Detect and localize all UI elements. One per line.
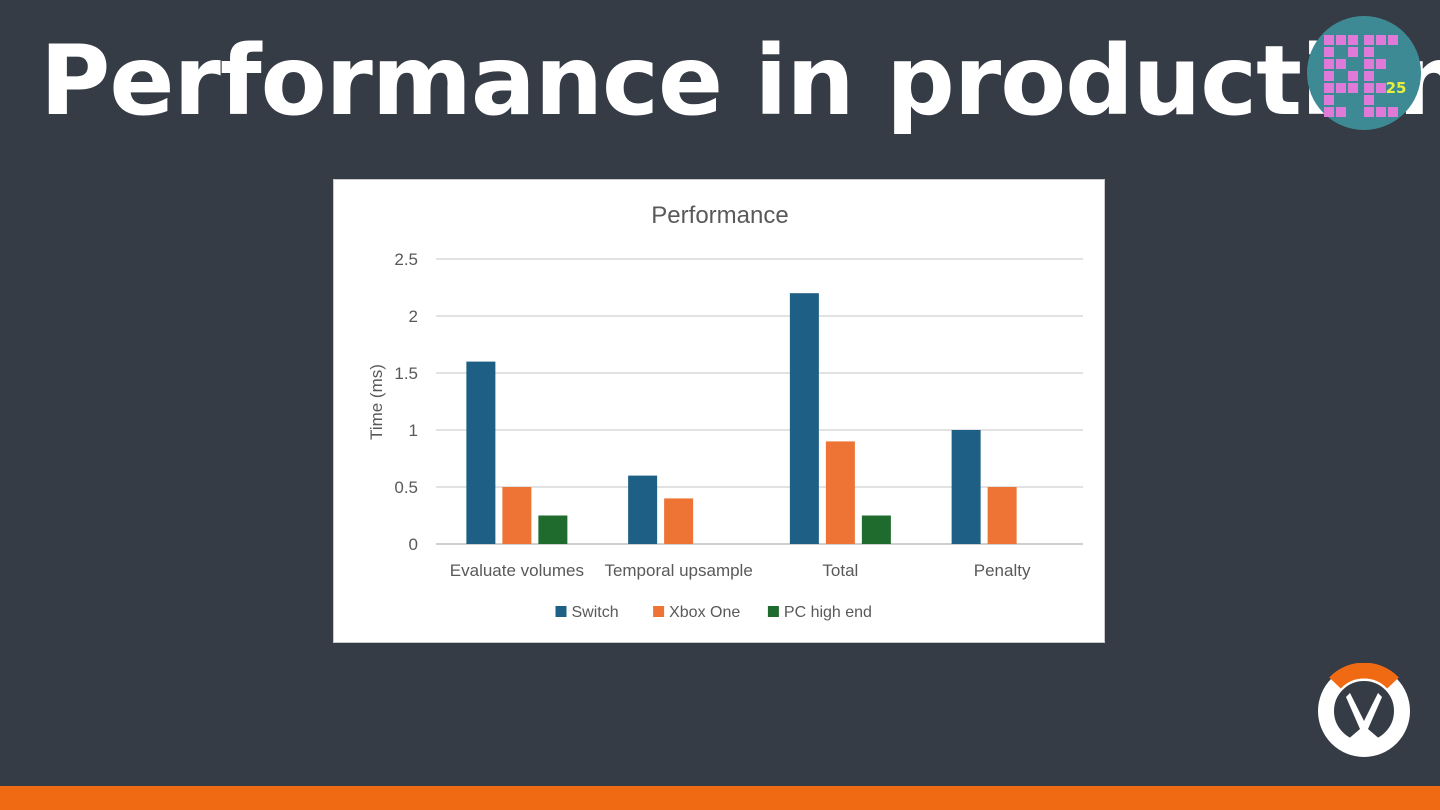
chart-card: Performance Time (ms) 0 0.5 1 1.5 2 2.5 Evalu…: [333, 179, 1105, 643]
badge-block: [1348, 47, 1358, 57]
legend-label: Switch: [572, 604, 619, 621]
badge-block: [1364, 83, 1374, 93]
badge-block: [1364, 59, 1374, 69]
legend-swatch: [555, 606, 567, 617]
badge-block: [1376, 59, 1386, 69]
bar: [466, 361, 496, 544]
legend-label: Xbox One: [669, 604, 740, 621]
bar-chart: Performance Time (ms) 0 0.5 1 1.5 2 2.5 Evalu…: [367, 202, 1083, 621]
chart-title: Performance: [651, 202, 788, 229]
badge-block: [1336, 35, 1346, 45]
badge-block: [1364, 107, 1374, 117]
x-tick-label: Temporal upsample: [604, 561, 752, 580]
legend-swatch: [653, 606, 665, 617]
legend: Switch Xbox One PC high end: [555, 604, 872, 621]
y-tick-label: 1.5: [394, 364, 418, 383]
bar: [951, 430, 981, 544]
badge-block: [1348, 35, 1358, 45]
bar: [664, 498, 694, 544]
legend-swatch: [767, 606, 779, 617]
slide-title: Performance in production: [40, 25, 1440, 137]
bar: [987, 487, 1017, 544]
y-tick-label: 0: [409, 535, 418, 554]
badge-block: [1376, 35, 1386, 45]
badge-block: [1348, 83, 1358, 93]
badge-block: [1364, 71, 1374, 81]
badge-number: 25: [1386, 79, 1407, 97]
badge-letter-blocks: [1324, 35, 1398, 117]
badge-block: [1324, 107, 1334, 117]
badge-block: [1336, 107, 1346, 117]
bars: [466, 293, 1017, 544]
badge-block: [1336, 83, 1346, 93]
x-tick-label: Total: [822, 561, 858, 580]
y-tick-label: 2.5: [394, 250, 418, 269]
y-tick-labels: 0 0.5 1 1.5 2 2.5: [394, 250, 418, 554]
x-tick-labels: Evaluate volumes Temporal upsample Total Pe…: [450, 561, 1031, 580]
logo-emblem: [1346, 693, 1382, 751]
badge-block: [1364, 47, 1374, 57]
bar: [789, 293, 819, 544]
badge-block: [1364, 35, 1374, 45]
x-tick-label: Evaluate volumes: [450, 561, 584, 580]
y-tick-label: 1: [409, 421, 418, 440]
x-tick-label: Penalty: [974, 561, 1031, 580]
bar: [502, 487, 532, 544]
badge-block: [1388, 35, 1398, 45]
gridlines: [436, 258, 1083, 545]
badge-block: [1364, 95, 1374, 105]
y-tick-label: 2: [409, 307, 418, 326]
bar: [628, 475, 658, 544]
conference-badge-logo: 25: [1307, 16, 1421, 130]
badge-block: [1376, 107, 1386, 117]
bar: [538, 515, 568, 544]
badge-block: [1348, 71, 1358, 81]
game-logo: [1318, 663, 1410, 757]
bar: [861, 515, 891, 544]
y-tick-label: 0.5: [394, 478, 418, 497]
badge-block: [1324, 83, 1334, 93]
badge-block: [1324, 95, 1334, 105]
badge-block: [1324, 35, 1334, 45]
logo-ring-orange: [1329, 663, 1399, 689]
badge-block: [1376, 83, 1386, 93]
badge-block: [1324, 71, 1334, 81]
bar: [825, 441, 855, 544]
y-axis-label: Time (ms): [367, 364, 386, 440]
legend-label: PC high end: [784, 604, 872, 621]
badge-block: [1388, 107, 1398, 117]
badge-block: [1324, 59, 1334, 69]
badge-block: [1324, 47, 1334, 57]
badge-block: [1336, 59, 1346, 69]
bottom-accent-bar: [0, 786, 1440, 810]
